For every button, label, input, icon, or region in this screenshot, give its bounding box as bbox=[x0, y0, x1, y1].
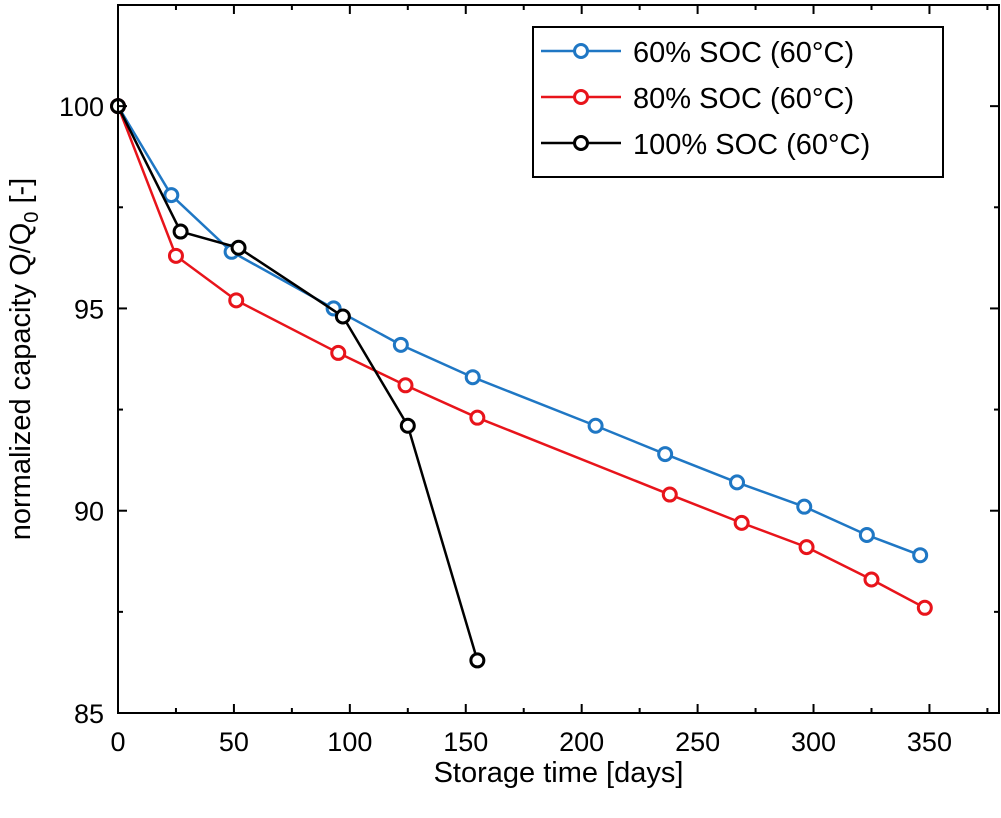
y-tick-label: 85 bbox=[74, 699, 104, 729]
data-point bbox=[729, 474, 746, 491]
y-tick-label: 95 bbox=[74, 294, 104, 324]
data-point bbox=[587, 417, 604, 434]
legend-marker bbox=[573, 89, 589, 105]
data-point bbox=[399, 417, 416, 434]
axis-ticks bbox=[117, 5, 999, 714]
data-point bbox=[916, 599, 933, 616]
legend-label: 80% SOC (60°C) bbox=[633, 83, 854, 115]
plot-frame bbox=[117, 4, 1000, 714]
tick-labels: 0 50 100 150 200 250 300 350 85 90 95 100 bbox=[59, 92, 952, 757]
data-point bbox=[661, 486, 678, 503]
data-point bbox=[858, 526, 875, 543]
legend-marker bbox=[573, 135, 589, 151]
legend-item: 100% SOC (60°C) bbox=[541, 129, 870, 161]
x-tick-label: 100 bbox=[327, 727, 372, 757]
legend-item: 80% SOC (60°C) bbox=[541, 83, 854, 115]
x-tick-label: 300 bbox=[791, 727, 836, 757]
data-point bbox=[334, 308, 351, 325]
data-point bbox=[798, 539, 815, 556]
series-line bbox=[116, 105, 926, 609]
plot-marks bbox=[110, 98, 933, 669]
data-point bbox=[796, 498, 813, 515]
series-line bbox=[116, 105, 479, 661]
legend-marker bbox=[573, 43, 589, 59]
legend-label: 60% SOC (60°C) bbox=[633, 37, 854, 69]
y-axis-title-tail: [-] bbox=[5, 178, 37, 212]
data-point bbox=[912, 547, 929, 564]
y-axis-title: normalized capacity Q/Q0 [-] bbox=[5, 178, 43, 540]
data-point bbox=[657, 446, 674, 463]
data-point bbox=[469, 409, 486, 426]
x-tick-label: 200 bbox=[559, 727, 604, 757]
data-point bbox=[228, 292, 245, 309]
data-point bbox=[863, 571, 880, 588]
data-point bbox=[469, 652, 486, 669]
x-tick-label: 0 bbox=[110, 727, 125, 757]
x-tick-label: 150 bbox=[443, 727, 488, 757]
y-axis-title-main: normalized capacity Q/Q bbox=[5, 223, 37, 541]
y-axis-title-subscript: 0 bbox=[21, 212, 43, 223]
x-axis-title: Storage time [days] bbox=[434, 757, 684, 789]
data-point bbox=[733, 514, 750, 531]
legend-item: 60% SOC (60°C) bbox=[541, 37, 854, 69]
x-tick-label: 250 bbox=[675, 727, 720, 757]
data-point bbox=[230, 239, 247, 256]
data-point bbox=[172, 223, 189, 240]
x-tick-label: 50 bbox=[219, 727, 249, 757]
data-point bbox=[330, 344, 347, 361]
data-point bbox=[464, 369, 481, 386]
data-point bbox=[392, 336, 409, 353]
y-tick-label: 100 bbox=[59, 92, 104, 122]
data-point bbox=[397, 377, 414, 394]
y-tick-label: 90 bbox=[74, 497, 104, 527]
data-point bbox=[167, 247, 184, 264]
data-point bbox=[163, 187, 180, 204]
legend: 60% SOC (60°C) 80% SOC (60°C) 100% SOC (60… bbox=[532, 26, 944, 178]
x-tick-label: 350 bbox=[907, 727, 952, 757]
legend-label: 100% SOC (60°C) bbox=[633, 129, 870, 161]
series-100-soc-60-c bbox=[110, 98, 486, 669]
